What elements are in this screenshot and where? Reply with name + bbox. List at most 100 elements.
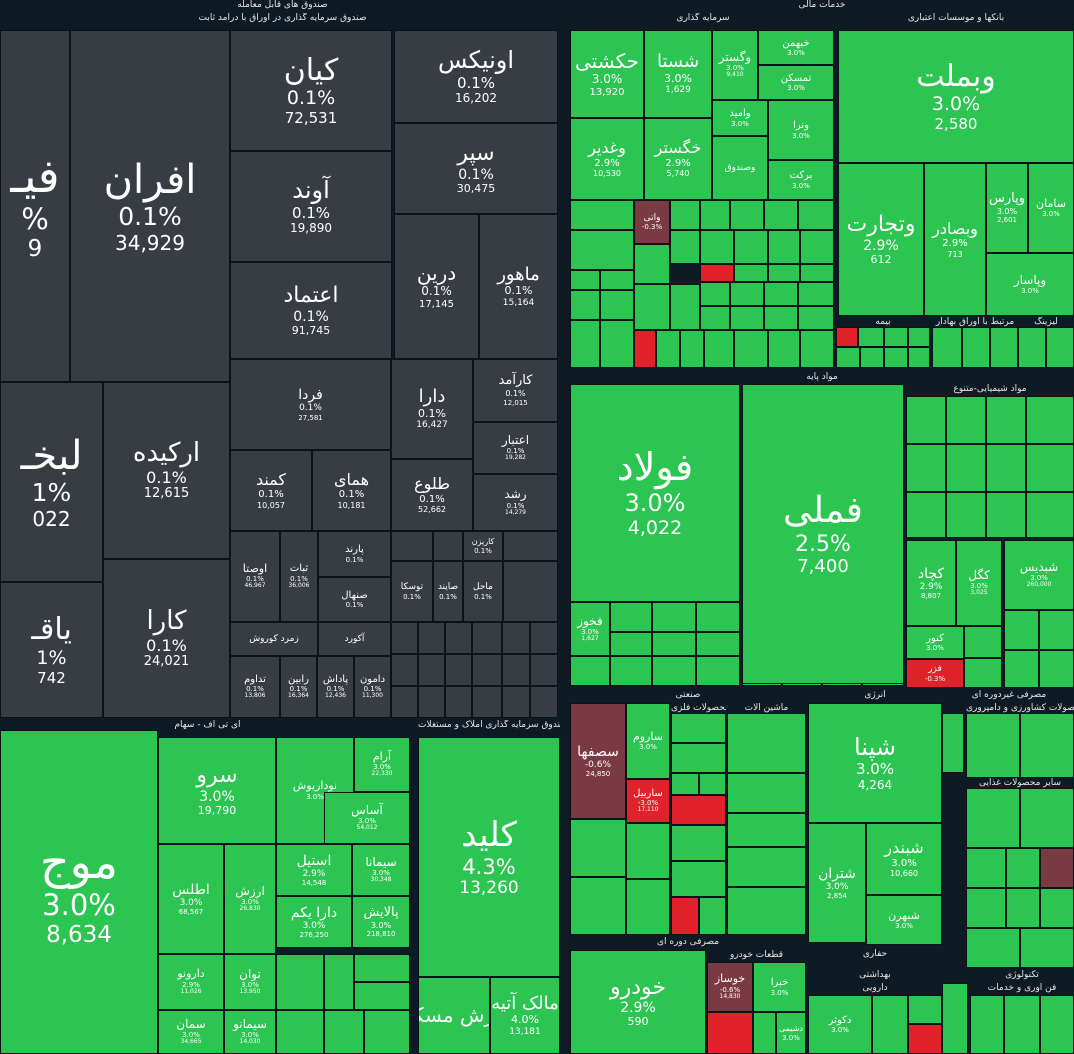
treemap-mini-cell[interactable] — [798, 306, 834, 330]
treemap-mini-cell[interactable] — [764, 282, 798, 306]
treemap-mini-cell[interactable] — [418, 686, 445, 718]
treemap-mini-cell[interactable] — [391, 622, 418, 654]
treemap-mini-cell[interactable] — [727, 887, 806, 935]
treemap-mini-cell[interactable] — [670, 230, 700, 264]
treemap-mini-cell[interactable] — [908, 995, 942, 1024]
treemap-mini-cell[interactable] — [570, 819, 626, 877]
treemap-tile[interactable]: وتجارت 2.9% 612 — [838, 163, 924, 316]
treemap-mini-cell[interactable] — [970, 995, 1004, 1054]
treemap-mini-cell[interactable] — [704, 330, 734, 368]
treemap-mini-cell[interactable] — [472, 654, 502, 686]
treemap-mini-cell[interactable] — [986, 396, 1026, 444]
treemap-mini-cell[interactable] — [800, 230, 834, 264]
treemap-mini-cell[interactable] — [530, 654, 558, 686]
treemap-tile[interactable]: صایند 0.1% — [433, 561, 463, 622]
treemap-mini-cell[interactable] — [530, 622, 558, 654]
treemap-mini-cell[interactable] — [671, 773, 699, 795]
treemap-tile[interactable]: کارا 0.1% 24,021 — [103, 559, 230, 718]
treemap-mini-cell[interactable] — [1006, 848, 1040, 888]
treemap-mini-cell[interactable] — [445, 654, 472, 686]
treemap-mini-cell[interactable] — [946, 492, 986, 538]
treemap-mini-cell[interactable] — [734, 264, 768, 282]
treemap-mini-cell[interactable] — [727, 847, 806, 887]
treemap-tile[interactable]: لبخـ 1% 022 — [0, 382, 103, 582]
treemap-tile[interactable]: کاریزن 0.1% — [463, 531, 503, 561]
treemap-mini-cell[interactable] — [1040, 995, 1074, 1054]
treemap-mini-cell[interactable] — [962, 327, 990, 368]
treemap-mini-cell[interactable] — [884, 347, 908, 368]
treemap-mini-cell[interactable] — [418, 622, 445, 654]
treemap-mini-cell[interactable] — [946, 396, 986, 444]
treemap-mini-cell[interactable] — [700, 200, 730, 230]
treemap-tile[interactable]: وغدیر 2.9% 10,530 — [570, 118, 644, 200]
treemap-tile[interactable]: کگل 3.0% 3,025 — [956, 540, 1002, 626]
treemap-mini-cell[interactable] — [324, 1010, 364, 1054]
treemap-mini-cell[interactable] — [472, 686, 502, 718]
treemap-tile[interactable]: همای 0.1% 10,181 — [312, 450, 391, 531]
treemap-tile[interactable]: اطلس 3.0% 68,567 — [158, 844, 224, 954]
treemap-mini-cell[interactable] — [634, 330, 656, 368]
treemap-mini-cell[interactable] — [990, 327, 1018, 368]
treemap-mini-cell[interactable] — [670, 284, 700, 330]
treemap-mini-cell[interactable] — [986, 444, 1026, 492]
treemap-mini-cell[interactable] — [610, 656, 652, 686]
treemap-mini-cell[interactable] — [699, 897, 726, 935]
treemap-tile[interactable]: سصفها -0.6% 24,850 — [570, 703, 626, 819]
treemap-tile[interactable]: ساروم 3.0% — [626, 703, 670, 779]
treemap-tile[interactable]: خبهمن 3.0% — [758, 30, 834, 65]
treemap-tile[interactable]: خگستر 2.9% 5,740 — [644, 118, 712, 200]
treemap-mini-cell[interactable] — [445, 622, 472, 654]
treemap-mini-cell[interactable] — [600, 270, 634, 290]
treemap-mini-cell[interactable] — [472, 622, 502, 654]
treemap-mini-cell[interactable] — [966, 928, 1020, 968]
treemap-mini-cell[interactable] — [570, 656, 610, 686]
treemap-mini-cell[interactable] — [433, 531, 463, 561]
treemap-mini-cell[interactable] — [800, 330, 834, 368]
treemap-mini-cell[interactable] — [696, 602, 740, 632]
treemap-mini-cell[interactable] — [391, 686, 418, 718]
treemap-mini-cell[interactable] — [884, 327, 908, 347]
treemap-tile[interactable]: کیان 0.1% 72,531 — [230, 30, 392, 151]
treemap-tile[interactable]: وبصادر 2.9% 713 — [924, 163, 986, 316]
treemap-mini-cell[interactable] — [671, 713, 726, 743]
treemap-mini-cell[interactable] — [798, 282, 834, 306]
treemap-tile[interactable]: ارزش مسکن — [418, 977, 490, 1054]
treemap-tile[interactable]: سرو 3.0% 19,790 — [158, 737, 276, 844]
treemap-mini-cell[interactable] — [699, 773, 726, 795]
treemap-mini-cell[interactable] — [671, 897, 699, 935]
treemap-mini-cell[interactable] — [966, 848, 1006, 888]
treemap-mini-cell[interactable] — [942, 713, 964, 773]
treemap-mini-cell[interactable] — [1006, 888, 1040, 928]
treemap-mini-cell[interactable] — [727, 713, 806, 773]
treemap-mini-cell[interactable] — [768, 330, 800, 368]
treemap-mini-cell[interactable] — [860, 347, 884, 368]
treemap-tile[interactable]: اوصتا 0.1% 46,967 — [230, 531, 280, 622]
treemap-mini-cell[interactable] — [966, 713, 1020, 778]
treemap-tile[interactable]: ارکیده 0.1% 12,615 — [103, 382, 230, 559]
treemap-tile[interactable]: شبهرن 3.0% — [866, 895, 942, 945]
treemap-tile[interactable]: ماحل 0.1% — [463, 561, 503, 622]
treemap-tile[interactable]: تمسکن 3.0% — [758, 65, 834, 100]
treemap-mini-cell[interactable] — [908, 347, 930, 368]
treemap-tile[interactable]: سمان 3.0% 34,665 — [158, 1010, 224, 1054]
treemap-mini-cell[interactable] — [276, 1010, 324, 1054]
treemap-mini-cell[interactable] — [391, 654, 418, 686]
treemap-mini-cell[interactable] — [570, 270, 600, 290]
treemap-mini-cell[interactable] — [1040, 848, 1074, 888]
treemap-mini-cell[interactable] — [600, 320, 634, 368]
treemap-mini-cell[interactable] — [753, 1012, 776, 1054]
treemap-mini-cell[interactable] — [734, 230, 768, 264]
treemap-tile[interactable]: سامان 3.0% — [1028, 163, 1074, 253]
treemap-tile[interactable]: فخوز 3.0% 1,627 — [570, 602, 610, 656]
treemap-mini-cell[interactable] — [652, 632, 696, 656]
treemap-mini-cell[interactable] — [670, 200, 700, 230]
treemap-mini-cell[interactable] — [1040, 888, 1074, 928]
treemap-mini-cell[interactable] — [1039, 610, 1074, 650]
treemap-mini-cell[interactable] — [700, 306, 730, 330]
treemap-mini-cell[interactable] — [503, 531, 558, 561]
treemap-mini-cell[interactable] — [445, 686, 472, 718]
treemap-tile[interactable]: دارا یکم 3.0% 276,250 — [276, 896, 352, 948]
treemap-mini-cell[interactable] — [908, 1024, 942, 1054]
treemap-mini-cell[interactable] — [1046, 327, 1074, 368]
treemap-tile[interactable]: پاداش 0.1% 12,436 — [317, 656, 354, 718]
